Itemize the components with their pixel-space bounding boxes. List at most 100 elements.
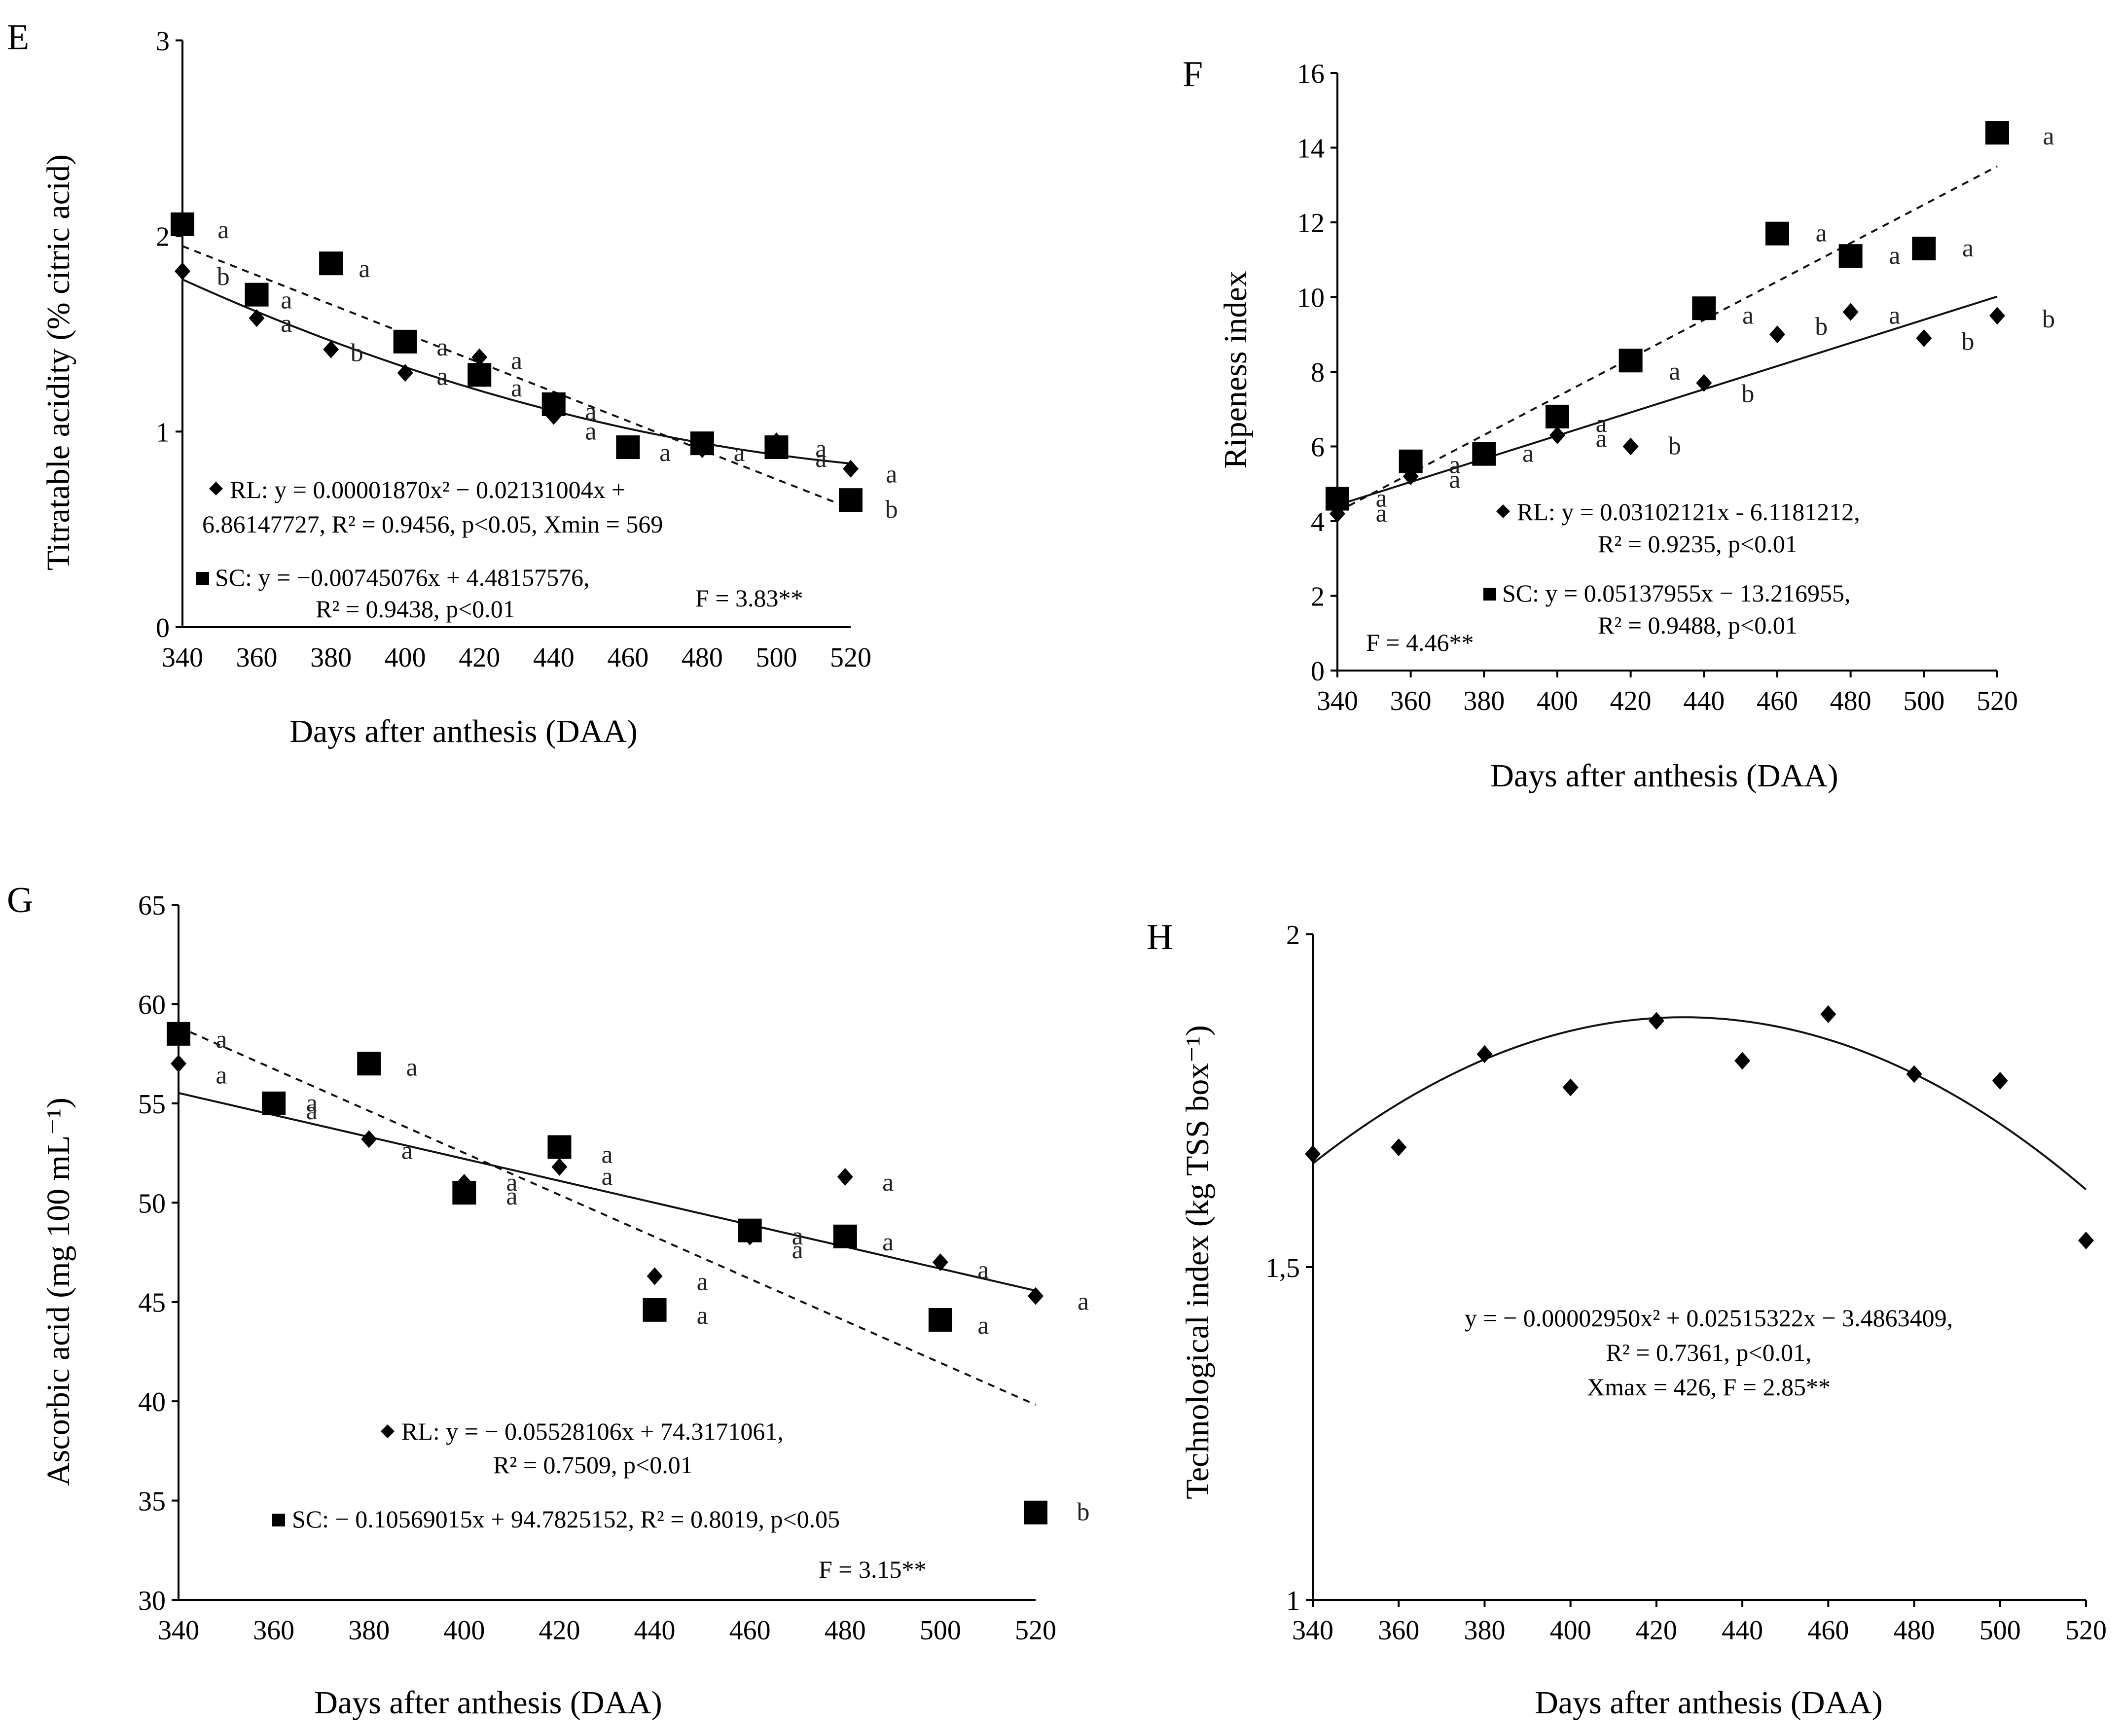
square-marker-icon bbox=[1483, 588, 1496, 601]
panel-g: G Ascorbic acid (mg 100 mL⁻¹) Days after… bbox=[7, 880, 1090, 1721]
x-tick-label: 440 bbox=[1683, 686, 1725, 716]
x-tick-label: 460 bbox=[1807, 1615, 1849, 1646]
data-point-sc bbox=[764, 435, 789, 460]
significance-letter: a bbox=[2043, 122, 2054, 150]
data-point-rl bbox=[1916, 329, 1932, 347]
x-tick-label: 520 bbox=[1977, 686, 2018, 716]
y-tick-label: 8 bbox=[1311, 357, 1325, 388]
data-point-sc bbox=[541, 392, 566, 416]
data-point-rl bbox=[1696, 374, 1712, 392]
panel-f: F Ripeness index Days after anthesis (DA… bbox=[1183, 54, 2055, 794]
significance-letter: a bbox=[585, 398, 597, 426]
annotation-h-line2: R² = 0.7361, p<0.01, bbox=[1606, 1339, 1811, 1366]
data-point-sc bbox=[1399, 449, 1423, 473]
y-tick-label: 0 bbox=[156, 613, 170, 643]
x-tick-label: 380 bbox=[1463, 686, 1505, 716]
significance-letter: a bbox=[406, 1053, 418, 1081]
significance-letter: a bbox=[1962, 234, 1974, 262]
data-point-all bbox=[2078, 1232, 2094, 1249]
annotation-sc-e: SC: y = −0.00745076x + 4.48157576, R² = … bbox=[196, 564, 590, 623]
y-tick-label: 2 bbox=[1286, 920, 1300, 951]
y-tick-label: 3 bbox=[156, 26, 170, 57]
significance-letter: a bbox=[1669, 357, 1680, 386]
y-axis-label-h: Technological index (kg TSS box⁻¹) bbox=[1180, 1025, 1216, 1499]
annotation-h-line3: Xmax = 426, F = 2.85** bbox=[1587, 1373, 1831, 1401]
x-ticks-h: 340 360 380 400 420 440 460 480 500 520 bbox=[1292, 1600, 2107, 1646]
fit-lines-e bbox=[182, 245, 851, 510]
y-tick-label: 45 bbox=[138, 1288, 166, 1318]
f-statistic-g: F = 3.15** bbox=[819, 1556, 927, 1583]
data-point-sc bbox=[245, 283, 269, 307]
annotation-rl-g-line2: R² = 0.7509, p<0.01 bbox=[493, 1451, 693, 1479]
annotation-rl-e-line1: RL: y = 0.00001870x² − 0.02131004x + bbox=[230, 476, 625, 503]
x-tick-label: 340 bbox=[1317, 686, 1358, 716]
x-tick-label: 440 bbox=[533, 642, 575, 673]
annotation-rl-g: RL: y = − 0.05528106x + 74.3171061, R² =… bbox=[381, 1417, 784, 1479]
data-point-all bbox=[1476, 1045, 1493, 1063]
y-tick-label: 35 bbox=[138, 1487, 166, 1517]
fit-line-rl bbox=[178, 1092, 1036, 1292]
x-tick-label: 360 bbox=[236, 642, 278, 673]
significance-letter: a bbox=[882, 1228, 894, 1256]
data-point-sc bbox=[690, 431, 714, 456]
significance-letter: a bbox=[882, 1169, 894, 1197]
y-tick-label: 40 bbox=[138, 1387, 166, 1417]
x-tick-label: 480 bbox=[1894, 1615, 1935, 1646]
significance-letter: a bbox=[1078, 1288, 1089, 1316]
x-tick-label: 460 bbox=[607, 642, 648, 673]
fit-lines-h bbox=[1312, 1016, 2087, 1191]
significance-letter: a bbox=[734, 439, 745, 467]
significance-letter: b bbox=[2042, 305, 2055, 333]
significance-letter: a bbox=[977, 1256, 989, 1284]
annotation-sc-e-line1: SC: y = −0.00745076x + 4.48157576, bbox=[215, 564, 590, 591]
y-tick-label: 30 bbox=[138, 1586, 166, 1616]
significance-letter: a bbox=[1816, 219, 1827, 248]
significance-letter: a bbox=[217, 216, 229, 244]
x-tick-label: 360 bbox=[1378, 1615, 1419, 1646]
data-point-sc bbox=[928, 1308, 952, 1332]
significance-letter: a bbox=[306, 1097, 318, 1125]
x-tick-label: 380 bbox=[348, 1615, 390, 1646]
y-tick-label: 4 bbox=[1311, 507, 1325, 537]
y-axis-label-g: Ascorbic acid (mg 100 mL⁻¹) bbox=[40, 1098, 76, 1486]
x-tick-label: 380 bbox=[310, 642, 352, 673]
x-tick-label: 440 bbox=[634, 1615, 676, 1646]
significance-letter: a bbox=[815, 435, 827, 463]
square-marker-icon bbox=[196, 572, 209, 585]
x-ticks-f: 340 360 380 400 420 440 460 480 500 520 bbox=[1317, 671, 2018, 716]
significance-letter: a bbox=[216, 1061, 227, 1089]
annotation-rl-g-line1: RL: y = − 0.05528106x + 74.3171061, bbox=[401, 1417, 784, 1445]
data-point-rl bbox=[323, 340, 339, 358]
significance-letter: a bbox=[281, 310, 292, 338]
y-tick-label: 1,5 bbox=[1265, 1253, 1300, 1283]
x-tick-label: 420 bbox=[539, 1615, 580, 1646]
significance-letter: a bbox=[511, 374, 522, 402]
data-point-sc bbox=[357, 1052, 381, 1076]
x-axis-label-h: Days after anthesis (DAA) bbox=[1535, 1685, 1883, 1721]
data-point-rl bbox=[932, 1253, 948, 1272]
panel-h: H Technological index (kg TSS box⁻¹) Day… bbox=[1147, 917, 2107, 1721]
x-tick-label: 420 bbox=[1636, 1615, 1677, 1646]
y-axis-label-f: Ripeness index bbox=[1218, 271, 1254, 468]
annotation-rl-e-line2: 6.86147727, R² = 0.9456, p<0.05, Xmin = … bbox=[202, 510, 663, 538]
x-tick-label: 340 bbox=[162, 642, 203, 673]
panel-label-h: H bbox=[1147, 917, 1173, 957]
significance-letter: a bbox=[1596, 425, 1607, 453]
y-tick-label: 2 bbox=[156, 222, 170, 252]
significance-letter: a bbox=[601, 1141, 612, 1169]
data-point-all bbox=[1734, 1052, 1751, 1070]
annotation-rl-e: RL: y = 0.00001870x² − 0.02131004x + 6.8… bbox=[202, 476, 663, 538]
significance-letter: a bbox=[1889, 242, 1900, 270]
data-points-e bbox=[171, 212, 863, 512]
data-point-rl bbox=[1842, 303, 1859, 321]
data-point-sc bbox=[1985, 121, 2009, 145]
significance-letter: a bbox=[1522, 440, 1534, 468]
fit-line-sc bbox=[1337, 165, 1998, 513]
y-tick-label: 16 bbox=[1297, 59, 1325, 89]
data-point-rl bbox=[1769, 325, 1785, 344]
data-point-sc bbox=[452, 1181, 476, 1205]
data-point-sc bbox=[1546, 404, 1569, 428]
y-tick-label: 12 bbox=[1297, 208, 1325, 239]
data-point-rl bbox=[647, 1267, 663, 1285]
